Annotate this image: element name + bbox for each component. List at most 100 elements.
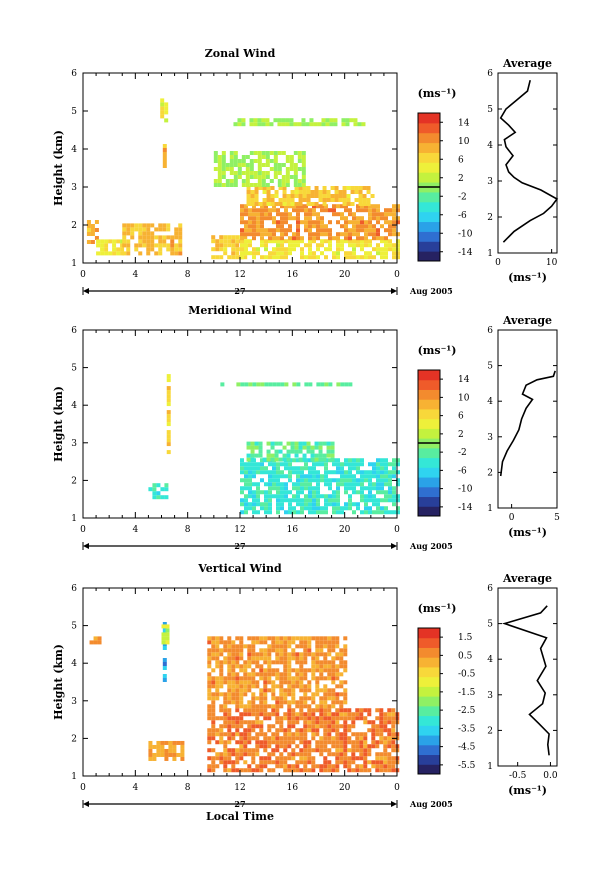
data-region <box>213 151 306 187</box>
colorbar-segment <box>418 725 440 736</box>
colorbar-tick-label: -10 <box>458 229 473 239</box>
average-y-tick-label: 1 <box>487 249 493 259</box>
day-label: 27 <box>234 286 245 296</box>
average-x-tick-label: 10 <box>546 258 558 268</box>
colorbar-tick-label: -6 <box>458 211 467 221</box>
colorbar-segment <box>418 379 440 390</box>
data-region <box>240 458 400 515</box>
y-tick-label: 6 <box>71 69 77 79</box>
colorbar-tick-label: -2 <box>458 192 467 202</box>
arrow-left-icon <box>83 543 89 549</box>
y-axis-label: Height (km) <box>52 386 65 462</box>
colorbar-tick-label: 14 <box>458 118 470 128</box>
colorbar-tick-label: -2.5 <box>458 706 476 716</box>
arrow-right-icon <box>391 801 397 807</box>
colorbar-segment <box>418 754 440 765</box>
colorbar-tick-label: 6 <box>458 412 464 422</box>
average-y-tick-label: 4 <box>487 655 493 665</box>
y-tick-label: 4 <box>71 145 77 155</box>
y-tick-label: 1 <box>71 514 77 524</box>
colorbar-tick-label: 0.5 <box>458 651 473 661</box>
x-axis-label: Local Time <box>206 810 274 823</box>
average-y-tick-label: 5 <box>487 362 493 372</box>
colorbar-segment <box>418 418 440 429</box>
colorbar-segment <box>418 506 440 517</box>
colorbar-frame <box>417 627 441 775</box>
panel-title: Vertical Wind <box>197 562 282 575</box>
average-y-tick-label: 2 <box>487 468 493 478</box>
colorbar-segment <box>418 142 440 153</box>
colorbar-segment <box>418 647 440 658</box>
colorbar-segment <box>418 744 440 756</box>
colorbar-segment <box>418 408 440 420</box>
colorbar-segment <box>418 132 440 144</box>
average-title: Average <box>502 314 552 327</box>
data-region <box>148 740 185 761</box>
y-tick-label: 4 <box>71 401 77 411</box>
colorbar-tick-label: -3.5 <box>458 724 476 734</box>
x-tick-label: 4 <box>132 270 138 280</box>
colorbar-tick-label: 2 <box>458 430 464 440</box>
average-profile-line <box>501 605 550 756</box>
x-tick-label: 0 <box>394 525 400 535</box>
average-title: Average <box>502 572 552 585</box>
colorbar-segment <box>418 764 440 775</box>
data-region <box>246 186 375 206</box>
colorbar-segment <box>418 477 440 488</box>
y-tick-label: 2 <box>71 476 77 486</box>
y-tick-label: 3 <box>71 183 77 193</box>
average-profile-line <box>499 80 559 243</box>
colorbar-unit: (ms⁻¹) <box>418 87 457 100</box>
colorbar-segment <box>418 657 440 668</box>
average-x-tick-label: 5 <box>554 513 560 523</box>
colorbar-segment <box>418 211 440 223</box>
data-region <box>89 636 102 645</box>
y-tick-label: 5 <box>71 107 77 117</box>
y-tick-label: 6 <box>71 326 77 336</box>
x-tick-label: 4 <box>132 783 138 793</box>
y-tick-label: 1 <box>71 259 77 269</box>
colorbar-unit: (ms⁻¹) <box>418 344 457 357</box>
average-y-tick-label: 6 <box>487 326 493 336</box>
colorbar-segment <box>418 686 440 697</box>
data-region <box>240 239 400 260</box>
colorbar-tick-label: 14 <box>458 375 470 385</box>
colorbar-segment <box>418 715 440 726</box>
average-profile-line <box>499 370 556 477</box>
x-tick-label: 20 <box>339 270 351 280</box>
colorbar-segment <box>418 172 440 183</box>
x-tick-label: 16 <box>287 270 299 280</box>
colorbar-segment <box>418 191 440 203</box>
average-y-tick-label: 3 <box>487 691 493 701</box>
colorbar-tick-label: -2 <box>458 448 467 458</box>
arrow-left-icon <box>83 801 89 807</box>
data-region <box>207 636 348 709</box>
x-tick-label: 20 <box>339 525 351 535</box>
average-y-tick-label: 3 <box>487 177 493 187</box>
colorbar-tick-label: -6 <box>458 466 467 476</box>
colorbar-tick-label: -5.5 <box>458 761 476 771</box>
data-region <box>160 98 169 123</box>
x-tick-label: 8 <box>185 783 191 793</box>
x-tick-label: 0 <box>80 270 86 280</box>
average-y-tick-label: 5 <box>487 105 493 115</box>
colorbar-segment <box>418 399 440 410</box>
x-tick-label: 8 <box>185 270 191 280</box>
y-tick-label: 1 <box>71 772 77 782</box>
x-tick-label: 8 <box>185 525 191 535</box>
colorbar-segment <box>418 496 440 507</box>
data-region <box>148 483 169 500</box>
colorbar-segment <box>418 370 440 381</box>
x-tick-label: 16 <box>287 525 299 535</box>
y-tick-label: 5 <box>71 364 77 374</box>
x-tick-label: 12 <box>234 525 245 535</box>
average-frame <box>497 587 558 767</box>
colorbar-tick-label: 10 <box>458 393 470 403</box>
y-tick-label: 4 <box>71 659 77 669</box>
x-tick-label: 0 <box>394 270 400 280</box>
data-region <box>246 441 335 462</box>
colorbar-segment <box>418 447 440 459</box>
data-region <box>96 239 125 256</box>
